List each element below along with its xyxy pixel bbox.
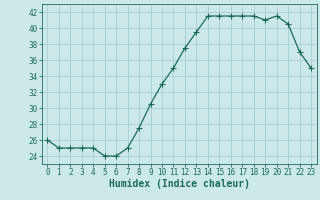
X-axis label: Humidex (Indice chaleur): Humidex (Indice chaleur) <box>109 179 250 189</box>
